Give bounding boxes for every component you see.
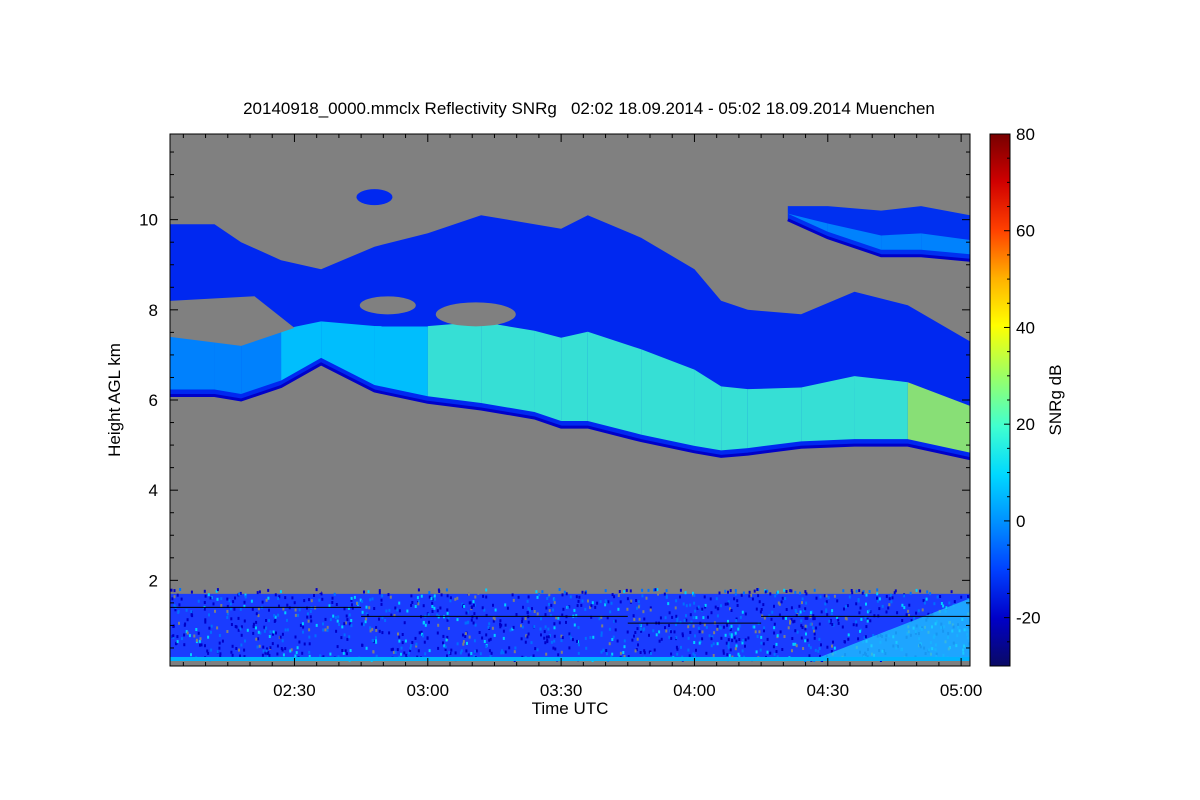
- surface-echo-gradient: [814, 598, 970, 660]
- upper-cloud-layer-core: [534, 330, 562, 422]
- x-tick-label: 05:00: [940, 681, 983, 700]
- y-tick-label: 6: [149, 391, 158, 410]
- upper-cloud-layer-core: [801, 376, 855, 442]
- y-tick-label: 4: [149, 481, 158, 500]
- y-tick-label: 8: [149, 301, 158, 320]
- upper-cloud-layer-core: [694, 369, 722, 451]
- high-cloud-patch-core: [921, 233, 970, 255]
- chart-title: 20140918_0000.mmclx Reflectivity SNRg 02…: [243, 99, 935, 118]
- high-cloud-patch-core: [881, 233, 922, 250]
- upper-cloud-layer-core: [481, 321, 535, 413]
- x-tick-label: 03:30: [540, 681, 583, 700]
- colorbar-tick-label: 80: [1016, 125, 1035, 144]
- upper-cloud-layer-core: [321, 321, 375, 385]
- colorbar-tick-label: 60: [1016, 222, 1035, 241]
- upper-cloud-layer-core: [561, 331, 588, 422]
- upper-cloud-layer-core: [587, 331, 642, 435]
- x-tick-label: 02:30: [273, 681, 316, 700]
- upper-cloud-layer-core: [241, 328, 282, 394]
- x-tick-label: 03:00: [407, 681, 450, 700]
- high-cloud-patch-core: [787, 213, 828, 232]
- y-axis-label: Height AGL km: [105, 343, 124, 457]
- colorbar-label: SNRg dB: [1046, 365, 1065, 436]
- upper-cloud-layer-core: [747, 387, 802, 449]
- upper-cloud-layer-core: [854, 376, 908, 440]
- colorbar-axis: -20 0 20 40 60 80: [1004, 125, 1041, 667]
- upper-cloud-layer-core: [641, 349, 695, 446]
- clear-gap: [170, 296, 295, 346]
- colorbar-tick-label: 40: [1016, 318, 1035, 337]
- colorbar-tick-label: -20: [1016, 609, 1041, 628]
- axes: 02:30 03:00 03:30 04:00 04:30 05:00 2 4 6 8 10: [139, 134, 982, 700]
- y-tick-label: 2: [149, 571, 158, 590]
- x-tick-label: 04:30: [807, 681, 850, 700]
- x-axis-label: Time UTC: [532, 699, 609, 718]
- colorbar-tick-label: 20: [1016, 415, 1035, 434]
- small-cell: [356, 189, 393, 206]
- clear-pocket: [359, 296, 416, 315]
- clear-pocket: [435, 302, 516, 327]
- upper-cloud-layer-core: [907, 382, 970, 453]
- echo-layers: [170, 189, 970, 662]
- high-cloud-patch-core: [827, 223, 882, 250]
- upper-cloud-layer-base: [170, 362, 970, 461]
- high-cloud-patch-base: [787, 218, 970, 262]
- upper-cloud-layer-core: [374, 326, 428, 397]
- surface-echo: [170, 656, 970, 661]
- upper-cloud-layer-core: [427, 321, 482, 404]
- colorbar-tick-label: 0: [1016, 512, 1025, 531]
- y-tick-label: 10: [139, 211, 158, 230]
- upper-cloud-layer-core: [281, 321, 322, 381]
- x-tick-label: 04:00: [673, 681, 716, 700]
- upper-cloud-layer-core: [721, 386, 748, 451]
